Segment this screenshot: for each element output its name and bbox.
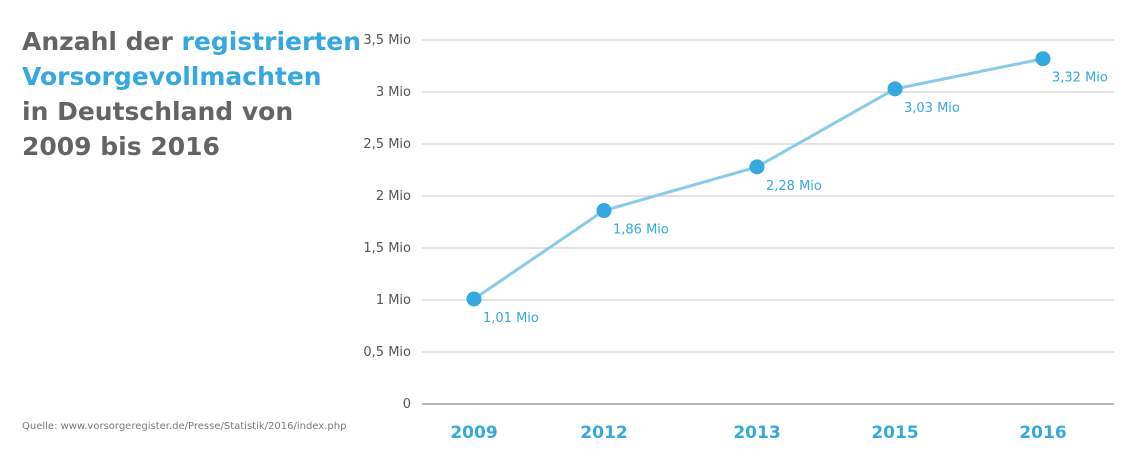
y-tick-label-5: 2,5 Mio	[363, 137, 411, 152]
title-part-3: Vorsorgevollmachten	[22, 62, 322, 91]
x-tick-label-2015: 2015	[871, 423, 918, 443]
title-part-2: registrierten	[181, 27, 361, 56]
chart-title: Anzahl der registrierten Vorsorgevollmac…	[22, 24, 361, 164]
data-label-2015: 3,03 Mio	[904, 101, 960, 116]
data-label-2016: 3,32 Mio	[1052, 71, 1108, 86]
title-part-5: 2009 bis 2016	[22, 132, 220, 161]
data-point-2015	[887, 81, 903, 97]
data-label-2013: 2,28 Mio	[766, 179, 822, 194]
data-point-2012	[596, 203, 612, 219]
y-tick-label-1: 0,5 Mio	[363, 345, 411, 360]
title-part-4: in Deutschland von	[22, 97, 294, 126]
y-tick-label-2: 1 Mio	[376, 293, 411, 308]
data-point-2016	[1035, 51, 1051, 67]
data-point-2013	[749, 159, 765, 175]
data-point-2009	[466, 291, 482, 307]
x-tick-label-2009: 2009	[450, 423, 497, 443]
x-tick-label-2012: 2012	[580, 423, 627, 443]
y-tick-label-7: 3,5 Mio	[363, 33, 411, 48]
x-tick-label-2016: 2016	[1019, 423, 1066, 443]
series-line	[472, 57, 1045, 301]
y-tick-label-6: 3 Mio	[376, 85, 411, 100]
data-label-2009: 1,01 Mio	[483, 311, 539, 326]
source-note: Quelle: www.vorsorgeregister.de/Presse/S…	[22, 421, 347, 432]
y-tick-label-3: 1,5 Mio	[363, 241, 411, 256]
y-tick-label-4: 2 Mio	[376, 189, 411, 204]
y-tick-label-0: 0	[403, 397, 411, 412]
x-tick-label-2013: 2013	[733, 423, 780, 443]
title-part-1: Anzahl der	[22, 27, 182, 56]
data-label-2012: 1,86 Mio	[613, 223, 669, 238]
